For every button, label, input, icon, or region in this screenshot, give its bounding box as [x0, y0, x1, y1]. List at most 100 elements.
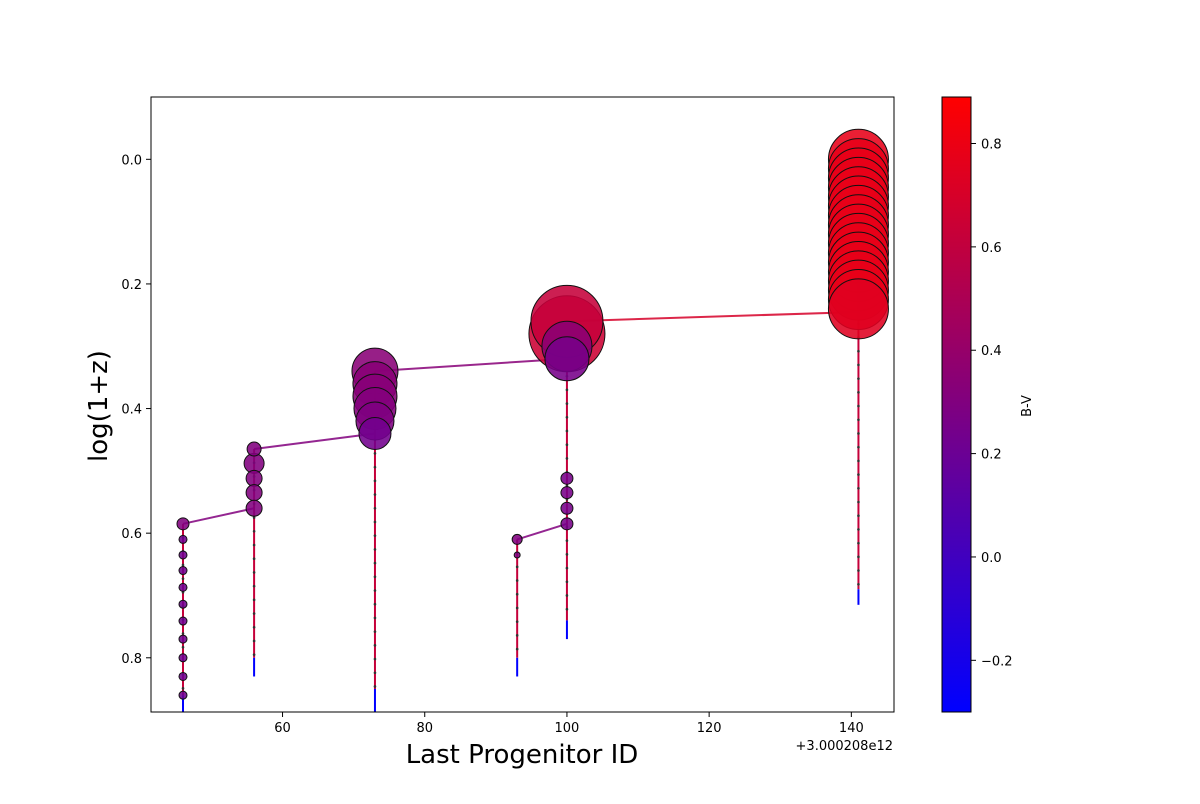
stem-dot: [181, 687, 185, 690]
x-tick-label: 120: [697, 721, 722, 736]
plot-background: [151, 97, 894, 712]
plot-frame: [150, 96, 895, 713]
colorbar-tick-label: 0.8: [981, 138, 1002, 153]
stem-dot: [181, 563, 185, 567]
stem-dot: [857, 445, 860, 449]
merger-line: [566, 310, 859, 323]
stem-dot: [857, 418, 860, 422]
x-tick-label: 100: [555, 721, 580, 736]
data-point: [178, 690, 188, 700]
data-point: [178, 671, 188, 681]
stem-dot: [565, 553, 569, 556]
stem-dot: [565, 443, 569, 446]
stem-dot: [565, 429, 569, 433]
stem-dot: [252, 625, 256, 629]
stem-dot: [252, 653, 256, 656]
data-point: [827, 278, 889, 340]
data-point: [245, 499, 263, 517]
stem-dot: [373, 575, 377, 579]
stem-dot: [565, 402, 569, 405]
y-tick-label: 0.8: [121, 652, 142, 667]
y-axis-label: log(1+z): [84, 350, 114, 462]
stem-dot: [373, 602, 377, 606]
stem-dot: [515, 620, 519, 623]
stem-dot: [565, 457, 569, 460]
stem-dot: [515, 606, 519, 610]
data-point: [178, 616, 188, 626]
stem-dot: [181, 577, 185, 580]
stem-dot: [565, 566, 569, 570]
stem-dot: [373, 520, 377, 524]
stem-dot: [857, 432, 860, 435]
stem-dot: [252, 612, 256, 615]
stem-dot: [373, 493, 377, 496]
stem-dot: [373, 644, 377, 647]
y-tick-label: 0.6: [121, 527, 142, 542]
stem-dot: [565, 607, 569, 611]
y-tick-label: 0.0: [121, 153, 142, 168]
stem-dot: [515, 634, 519, 637]
stem-dot: [252, 571, 256, 574]
stem-dot: [515, 592, 519, 596]
colorbar-tick-label: 0.6: [981, 241, 1002, 256]
x-tick-label: 140: [839, 721, 864, 736]
stem-dot: [565, 539, 569, 542]
colorbar-tick-label: −0.2: [981, 654, 1013, 669]
stem-dot: [373, 616, 377, 620]
colorbar-tick-label: 0.0: [981, 551, 1002, 566]
merger-line: [516, 522, 568, 541]
stem-dot: [373, 589, 377, 592]
data-point: [178, 634, 188, 644]
data-point: [358, 416, 392, 450]
stem-dot: [252, 557, 256, 561]
stem-dot: [373, 479, 377, 483]
stem-dot: [857, 377, 860, 380]
stem-dot: [515, 647, 519, 651]
data-point: [178, 534, 188, 544]
stem-dot: [857, 500, 860, 504]
data-point: [178, 582, 188, 592]
stem-dot: [857, 349, 860, 353]
data-point: [511, 533, 523, 545]
stem-dot: [857, 528, 860, 531]
stem-dot: [857, 473, 860, 476]
stem-dot: [857, 459, 860, 463]
stem-dot: [373, 452, 377, 455]
stem-dot: [252, 516, 256, 519]
data-point: [245, 469, 263, 487]
stem-dot: [515, 565, 519, 569]
data-point: [513, 551, 521, 559]
y-axis-ticks: 0.0 0.2 0.4 0.6 0.8: [121, 153, 151, 667]
merger-line: [182, 507, 255, 525]
data-point: [560, 501, 574, 515]
x-tick-label: 80: [416, 721, 433, 736]
stem-dot: [252, 530, 256, 533]
stem-dot: [181, 632, 185, 635]
stem-dot: [857, 569, 860, 572]
stem-dot: [857, 404, 860, 408]
stem-dot: [565, 594, 569, 597]
stem-dot: [252, 543, 256, 547]
data-point: [246, 441, 262, 457]
stem-dot: [252, 584, 256, 588]
merger-lines: [182, 310, 859, 541]
colorbar-label: B-V: [1020, 395, 1035, 417]
merger-line: [374, 357, 568, 373]
stem-dot: [373, 630, 377, 633]
stem-dot: [857, 391, 860, 394]
x-offset-label: +3.000208e12: [796, 739, 893, 754]
data-point: [176, 517, 190, 531]
colorbar-ticks: −0.2 0.0 0.2 0.4 0.6 0.8: [971, 138, 1013, 669]
x-axis-ticks: 60 80 100 120 140: [274, 712, 864, 736]
stem-dot: [857, 363, 860, 367]
stem-dot: [565, 580, 569, 584]
stem-dot: [857, 487, 860, 490]
data-point: [245, 484, 263, 502]
stem-dot: [857, 541, 860, 545]
data-point: [544, 336, 590, 382]
stem-dot: [373, 561, 377, 565]
stem-dot: [565, 388, 569, 392]
data-point: [560, 471, 574, 485]
stem-dot: [252, 598, 256, 602]
